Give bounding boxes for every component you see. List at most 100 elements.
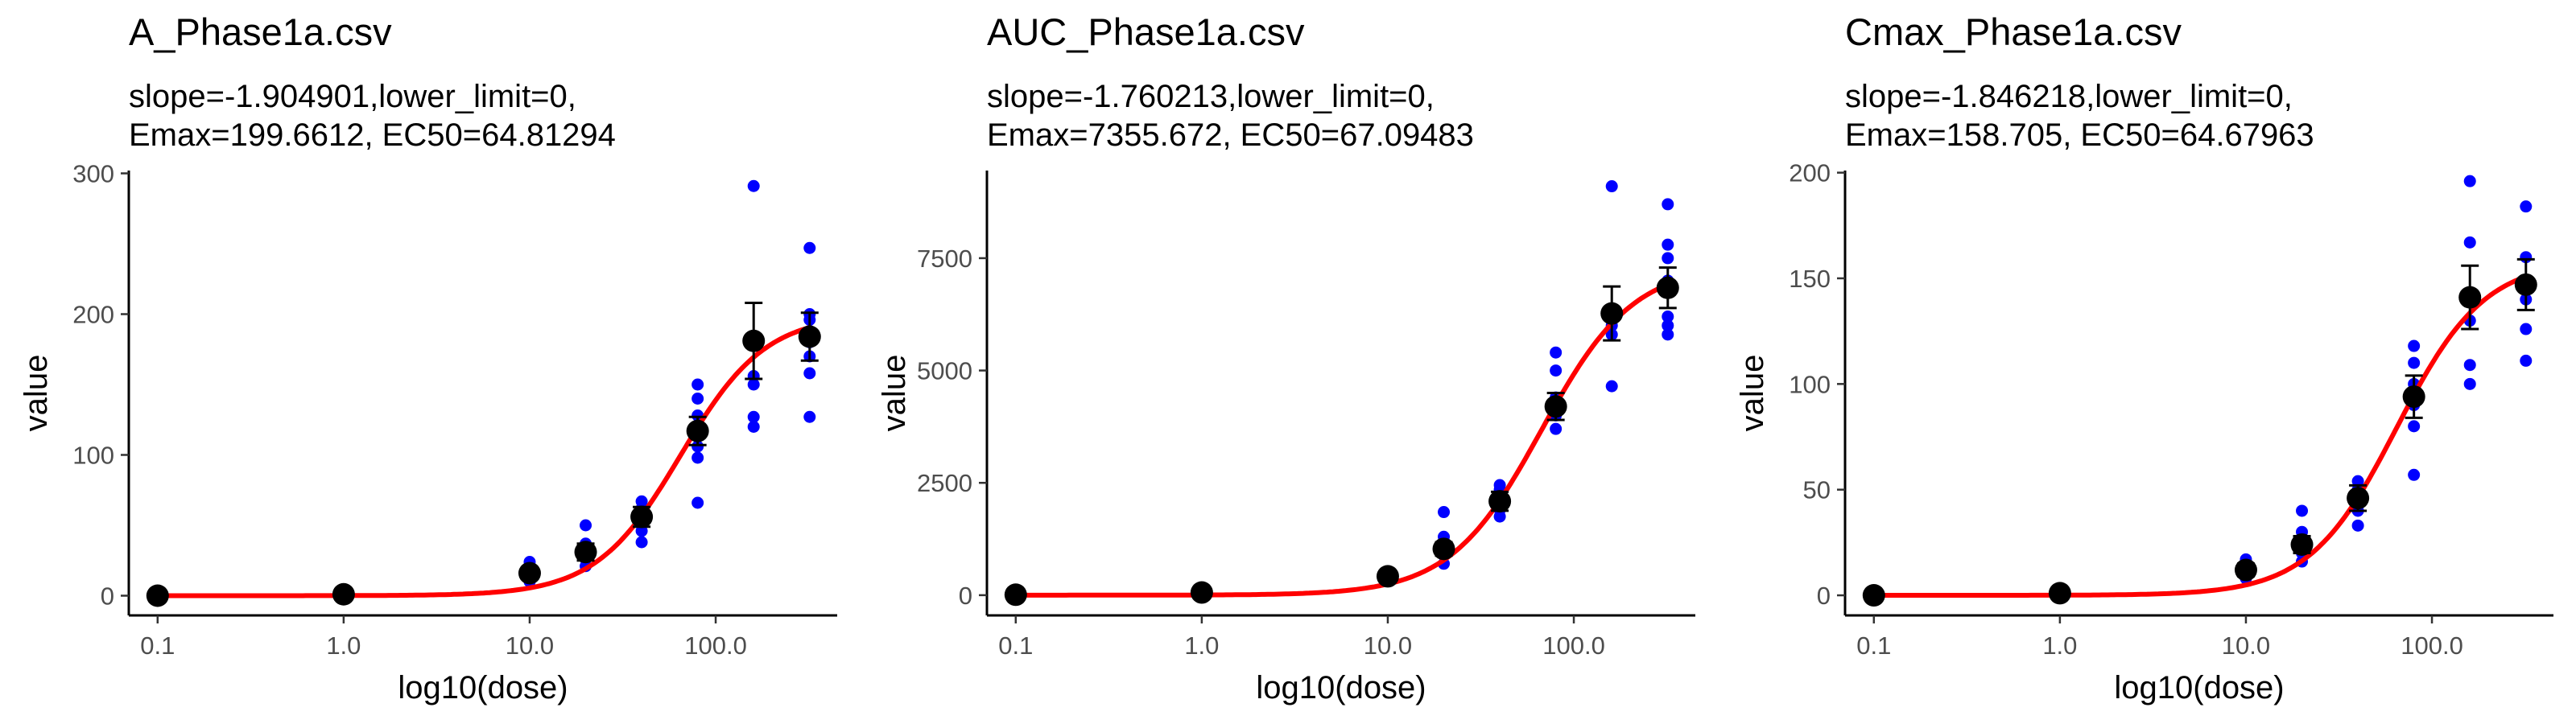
mean-point xyxy=(574,541,597,564)
mean-point xyxy=(1004,583,1027,607)
y-tick-label: 100 xyxy=(72,442,114,470)
mean-point xyxy=(518,562,541,585)
mean-point xyxy=(1432,537,1455,561)
chart-subtitle: slope=-1.904901,lower_limit=0, Emax=199.… xyxy=(129,77,616,154)
data-point xyxy=(2520,323,2533,335)
data-point xyxy=(747,421,760,433)
data-point xyxy=(1662,198,1674,211)
x-tick-label: 0.1 xyxy=(1856,631,1891,660)
x-axis-label: log10(dose) xyxy=(398,670,568,705)
x-axis-label: log10(dose) xyxy=(1256,670,1426,705)
mean-point xyxy=(742,329,766,352)
y-tick-label: 200 xyxy=(1789,159,1831,187)
mean-point xyxy=(1190,581,1213,604)
y-axis-label: value xyxy=(877,355,912,432)
data-point xyxy=(747,179,760,192)
mean-point xyxy=(2048,582,2071,605)
data-point xyxy=(1605,380,1618,393)
chart-panel-a: A_Phase1a.csv slope=-1.904901,lower_limi… xyxy=(0,0,858,724)
data-point xyxy=(2408,420,2421,433)
chart-subtitle: slope=-1.760213,lower_limit=0, Emax=7355… xyxy=(987,77,1474,154)
data-point xyxy=(803,410,816,423)
data-point xyxy=(2463,377,2476,390)
plot-area: 0.1 1.0 10.0 100.0 0 100 200 300 log10(dose) valu… xyxy=(19,160,837,705)
fit-curve xyxy=(1871,274,2529,598)
plot-area: 0.1 1.0 10.0 100.0 0 2500 5000 7500 log10(dose) v… xyxy=(877,171,1695,705)
subtitle-line-2: Emax=199.6612, EC50=64.81294 xyxy=(129,117,616,153)
data-point xyxy=(747,378,760,391)
y-axis-label: value xyxy=(1735,355,1770,432)
y-tick-label: 5000 xyxy=(917,357,972,385)
mean-point xyxy=(2458,286,2482,309)
data-point xyxy=(2408,468,2421,481)
x-tick-label: 10.0 xyxy=(506,631,554,660)
data-point xyxy=(1662,252,1674,265)
y-tick-label: 0 xyxy=(1817,582,1831,610)
mean-point xyxy=(2234,558,2257,582)
mean-point xyxy=(798,325,821,348)
subtitle-line-1: slope=-1.760213,lower_limit=0, xyxy=(987,79,1435,114)
data-point xyxy=(1550,422,1563,435)
data-point xyxy=(2408,339,2421,352)
subtitle-line-1: slope=-1.904901,lower_limit=0, xyxy=(129,79,576,114)
data-point xyxy=(747,410,760,423)
data-point xyxy=(2351,519,2364,532)
mean-point xyxy=(2514,273,2537,296)
data-point xyxy=(691,378,704,391)
data-point xyxy=(2463,236,2476,249)
x-tick-label: 1.0 xyxy=(1184,631,1219,660)
y-tick-label: 7500 xyxy=(917,245,972,273)
fit-curve xyxy=(1013,282,1670,598)
chart-title: Cmax_Phase1a.csv xyxy=(1845,10,2182,53)
data-point xyxy=(1662,311,1674,323)
data-point xyxy=(691,496,704,509)
chart-panel-cmax: Cmax_Phase1a.csv slope=-1.846218,lower_l… xyxy=(1716,0,2574,724)
y-tick-label: 0 xyxy=(959,582,972,610)
mean-point xyxy=(2290,533,2314,556)
mean-point xyxy=(2402,385,2425,409)
plot-area: 0.1 1.0 10.0 100.0 0 50 100 150 200 log10(dose) va… xyxy=(1735,159,2553,705)
x-tick-label: 0.1 xyxy=(140,631,175,660)
mean-point xyxy=(1488,490,1512,513)
subtitle-line-2: Emax=158.705, EC50=64.67963 xyxy=(1845,117,2314,153)
x-tick-label: 100.0 xyxy=(684,631,747,660)
data-point xyxy=(691,393,704,405)
mean-point xyxy=(1656,276,1679,299)
chart-panel-auc: AUC_Phase1a.csv slope=-1.760213,lower_li… xyxy=(858,0,1716,724)
chart-title: A_Phase1a.csv xyxy=(129,10,392,53)
data-point xyxy=(635,536,648,549)
x-tick-label: 10.0 xyxy=(2222,631,2270,660)
y-tick-label: 200 xyxy=(72,301,114,329)
x-tick-label: 100.0 xyxy=(2401,631,2463,660)
y-axis-label: value xyxy=(19,355,54,432)
x-tick-label: 1.0 xyxy=(2042,631,2077,660)
data-point xyxy=(691,440,704,453)
data-point xyxy=(803,241,816,254)
data-point xyxy=(2463,175,2476,187)
data-point xyxy=(1605,180,1618,193)
data-point xyxy=(2463,359,2476,372)
mean-point xyxy=(1600,302,1624,325)
chart-subtitle: slope=-1.846218,lower_limit=0, Emax=158.… xyxy=(1845,77,2314,154)
mean-point xyxy=(2347,487,2370,510)
data-point xyxy=(1550,346,1563,359)
y-tick-label: 0 xyxy=(101,582,114,611)
fit-curve xyxy=(155,325,812,599)
y-tick-label: 150 xyxy=(1789,265,1831,293)
subtitle-line-1: slope=-1.846218,lower_limit=0, xyxy=(1845,79,2293,114)
y-tick-label: 300 xyxy=(72,160,114,188)
x-tick-label: 10.0 xyxy=(1364,631,1412,660)
y-tick-label: 100 xyxy=(1789,370,1831,398)
x-tick-label: 100.0 xyxy=(1542,631,1605,660)
chart-title: AUC_Phase1a.csv xyxy=(987,10,1305,53)
data-point xyxy=(803,367,816,380)
data-point xyxy=(1662,238,1674,251)
mean-point xyxy=(1544,395,1567,418)
data-point xyxy=(580,519,592,532)
x-axis-label: log10(dose) xyxy=(2114,670,2284,705)
data-point xyxy=(691,451,704,464)
data-point xyxy=(2296,504,2309,517)
mean-point xyxy=(1376,565,1399,588)
y-tick-label: 2500 xyxy=(917,469,972,497)
data-point xyxy=(1662,328,1674,341)
